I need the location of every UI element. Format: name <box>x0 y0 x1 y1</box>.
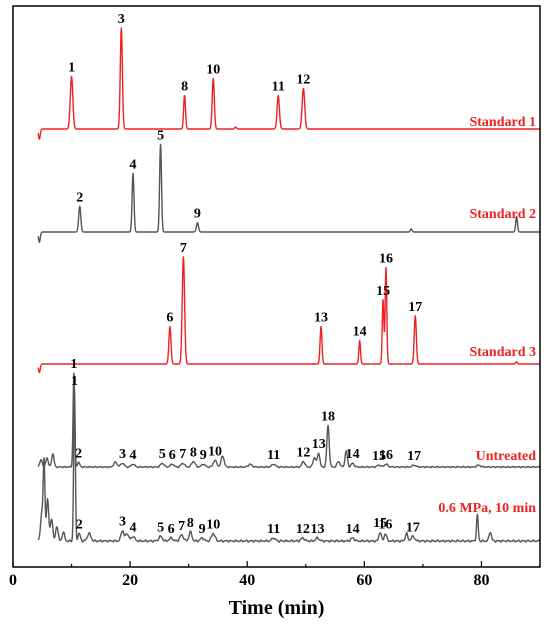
peak-label: 6 <box>168 522 175 537</box>
x-axis-title: Time (min) <box>229 597 325 619</box>
peak-label: 2 <box>76 518 83 533</box>
peak-label: 16 <box>379 448 393 463</box>
x-tick-label: 60 <box>356 572 372 589</box>
peak-label: 5 <box>157 128 164 143</box>
x-tick-label: 0 <box>9 572 17 589</box>
peak-label: 17 <box>408 300 422 315</box>
peak-label: 11 <box>267 522 280 537</box>
x-axis-ticks: 0 20 40 60 80 <box>9 561 541 589</box>
peak-label: 11 <box>272 80 285 95</box>
peak-label: 13 <box>312 437 326 452</box>
peak-label: 3 <box>118 12 125 27</box>
trace-name-label: 0.6 MPa, 10 min <box>438 501 536 516</box>
peak-label: 7 <box>180 241 187 256</box>
trace-name-label: Standard 2 <box>469 207 536 222</box>
peak-label: 16 <box>379 252 393 267</box>
peak-label: 18 <box>321 410 335 425</box>
x-tick-label: 80 <box>473 572 489 589</box>
peak-label: 8 <box>187 516 194 531</box>
peak-label: 17 <box>407 449 421 464</box>
peak-label: 15 <box>372 449 386 464</box>
peak-label: 9 <box>200 448 207 463</box>
x-tick-label: 40 <box>239 572 255 589</box>
peak-label: 1 <box>71 374 78 389</box>
peak-label: 11 <box>267 448 280 463</box>
peak-label: 4 <box>130 157 137 172</box>
peak-label: 14 <box>346 522 360 537</box>
trace-line <box>37 256 541 374</box>
trace-line <box>37 27 541 140</box>
peak-label: 1 <box>70 357 77 372</box>
peak-label: 10 <box>208 444 222 459</box>
peak-label: 14 <box>346 447 360 462</box>
peak-label: 3 <box>119 514 126 529</box>
trace-line <box>37 372 541 469</box>
peak-label: 2 <box>75 446 82 461</box>
trace-name-label: Standard 1 <box>469 115 536 130</box>
peak-label: 4 <box>130 521 137 536</box>
peak-label: 10 <box>206 63 220 78</box>
x-tick-label: 20 <box>122 572 138 589</box>
peak-label: 9 <box>194 207 201 222</box>
peak-label: 16 <box>378 518 392 533</box>
peak-label: 12 <box>296 522 310 537</box>
peak-label: 12 <box>296 445 310 460</box>
peak-label: 9 <box>199 522 206 537</box>
peak-label: 7 <box>178 519 185 534</box>
trace-name-label: Standard 3 <box>469 345 536 360</box>
peak-label: 12 <box>296 73 310 88</box>
peak-label: 5 <box>159 447 166 462</box>
peak-label: 6 <box>166 311 173 326</box>
peak-label: 8 <box>181 80 188 95</box>
peak-label: 14 <box>353 325 367 340</box>
trace-names-group: Standard 1 Standard 2 Standard 3 Untreated 0… <box>438 115 536 516</box>
peak-label: 17 <box>406 521 420 536</box>
peak-label: 2 <box>76 190 83 205</box>
peak-label: 15 <box>373 516 387 531</box>
peak-label: 3 <box>119 447 126 462</box>
trace-name-label: Untreated <box>476 449 537 464</box>
traces-group <box>37 27 541 543</box>
peak-label: 5 <box>157 521 164 536</box>
peak-label: 6 <box>169 448 176 463</box>
trace-line <box>37 143 541 243</box>
peak-label: 13 <box>311 522 325 537</box>
peak-label: 10 <box>206 518 220 533</box>
trace-line <box>37 389 541 543</box>
peak-label: 13 <box>314 311 328 326</box>
peak-label: 4 <box>130 448 137 463</box>
peak-label: 1 <box>68 61 75 76</box>
peak-label: 7 <box>179 447 186 462</box>
peak-label: 15 <box>376 284 390 299</box>
peak-label: 8 <box>190 445 197 460</box>
plot-frame <box>12 5 541 568</box>
